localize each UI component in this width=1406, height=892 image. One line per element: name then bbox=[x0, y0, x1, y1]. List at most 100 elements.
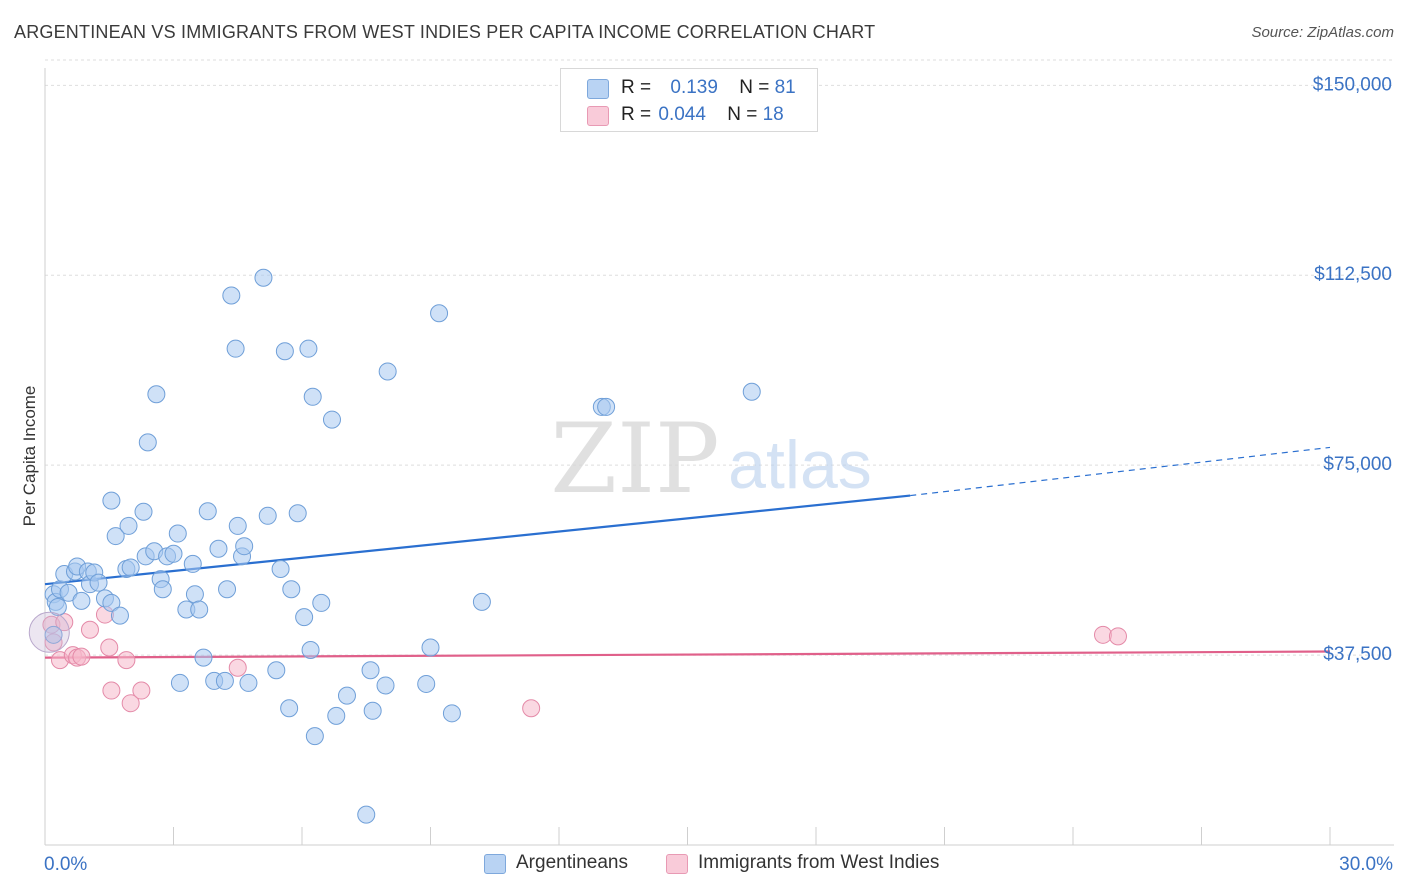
data-point bbox=[89, 573, 108, 592]
series-legend: Argentineans Immigrants from West Indies bbox=[0, 852, 1406, 878]
data-point bbox=[254, 268, 273, 287]
data-point bbox=[267, 661, 286, 680]
data-points bbox=[28, 268, 1127, 824]
data-point bbox=[280, 699, 299, 718]
data-point bbox=[299, 339, 318, 358]
data-point bbox=[742, 382, 761, 401]
data-point bbox=[190, 600, 209, 619]
data-point bbox=[301, 641, 320, 660]
data-point bbox=[106, 527, 125, 546]
data-point bbox=[134, 502, 153, 521]
data-point bbox=[147, 385, 166, 404]
data-point bbox=[1108, 627, 1127, 646]
r-label: R = bbox=[621, 104, 652, 125]
data-point bbox=[164, 544, 183, 563]
data-point bbox=[275, 342, 294, 361]
data-point bbox=[322, 410, 341, 429]
watermark-zip: ZIP bbox=[550, 403, 719, 515]
data-point-cluster bbox=[28, 611, 70, 653]
x-tick-label: 30.0% bbox=[1339, 854, 1393, 875]
data-point bbox=[48, 597, 67, 616]
data-point bbox=[239, 673, 258, 692]
data-point bbox=[44, 625, 63, 644]
n-label: N = bbox=[739, 77, 770, 98]
data-point bbox=[1093, 625, 1112, 644]
data-point bbox=[361, 661, 380, 680]
data-point bbox=[271, 559, 290, 578]
swatch-argentineans bbox=[484, 854, 506, 874]
data-point bbox=[209, 539, 228, 558]
y-tick-label: $112,500 bbox=[1314, 264, 1392, 285]
legend-label: Argentineans bbox=[516, 852, 628, 873]
watermark-atlas: atlas bbox=[728, 427, 872, 503]
trend-line-1 bbox=[44, 650, 1331, 659]
data-point bbox=[80, 620, 99, 639]
data-point bbox=[235, 537, 254, 556]
data-point bbox=[295, 608, 314, 627]
data-point bbox=[132, 681, 151, 700]
data-point bbox=[417, 674, 436, 693]
data-point bbox=[185, 585, 204, 604]
axes bbox=[44, 68, 1394, 846]
data-point bbox=[194, 648, 213, 667]
data-point bbox=[121, 694, 140, 713]
y-tick-label: $75,000 bbox=[1323, 454, 1392, 475]
data-point bbox=[100, 638, 119, 657]
data-point bbox=[442, 704, 461, 723]
data-point bbox=[363, 701, 382, 720]
chart-title: ARGENTINEAN VS IMMIGRANTS FROM WEST INDI… bbox=[14, 22, 876, 42]
data-point bbox=[327, 706, 346, 725]
swatch-argentineans bbox=[587, 79, 609, 99]
data-point bbox=[110, 606, 129, 625]
data-point bbox=[138, 433, 157, 452]
data-point bbox=[183, 554, 202, 573]
swatch-west-indies bbox=[666, 854, 688, 874]
data-point bbox=[472, 592, 491, 611]
data-point bbox=[522, 699, 541, 718]
data-point bbox=[357, 805, 376, 824]
data-point bbox=[168, 524, 187, 543]
tick-labels: $37,500 $75,000 $112,500 $150,000 0.0% 30.0% bbox=[44, 74, 1393, 875]
r-label: R = bbox=[621, 77, 652, 98]
data-point bbox=[282, 580, 301, 599]
trend-line-extension-0 bbox=[910, 446, 1331, 497]
y-tick-label: $37,500 bbox=[1323, 644, 1392, 665]
data-point bbox=[376, 676, 395, 695]
n-label: N = bbox=[727, 104, 758, 125]
data-point bbox=[430, 304, 449, 323]
data-point bbox=[222, 286, 241, 305]
data-point bbox=[102, 491, 121, 510]
data-point bbox=[337, 686, 356, 705]
data-point bbox=[198, 502, 217, 521]
data-point bbox=[153, 580, 172, 599]
data-point bbox=[218, 580, 237, 599]
swatch-west-indies bbox=[587, 106, 609, 126]
data-point bbox=[226, 339, 245, 358]
data-point bbox=[59, 583, 78, 602]
r-value: 0.044 bbox=[658, 104, 706, 125]
x-tick-label: 0.0% bbox=[44, 854, 87, 875]
data-point bbox=[597, 397, 616, 416]
gridlines bbox=[45, 59, 1394, 656]
data-point bbox=[258, 506, 277, 525]
data-point bbox=[119, 516, 138, 535]
data-point bbox=[102, 681, 121, 700]
data-point bbox=[121, 558, 140, 577]
legend-label: Immigrants from West Indies bbox=[698, 852, 940, 873]
n-value: 18 bbox=[762, 104, 784, 125]
source-label: Source: ZipAtlas.com bbox=[1251, 24, 1394, 41]
stats-legend: R = 0.139 N = 81 R = 0.044 N = 18 bbox=[560, 68, 818, 132]
data-point bbox=[170, 673, 189, 692]
data-point bbox=[378, 362, 397, 381]
r-value: 0.139 bbox=[670, 77, 718, 98]
data-point bbox=[215, 671, 234, 690]
data-point bbox=[72, 591, 91, 610]
data-point bbox=[228, 516, 247, 535]
data-point bbox=[288, 504, 307, 523]
data-point bbox=[228, 658, 247, 677]
data-point bbox=[72, 647, 91, 666]
n-value: 81 bbox=[774, 77, 796, 98]
data-point bbox=[303, 387, 322, 406]
y-tick-label: $150,000 bbox=[1313, 74, 1392, 95]
